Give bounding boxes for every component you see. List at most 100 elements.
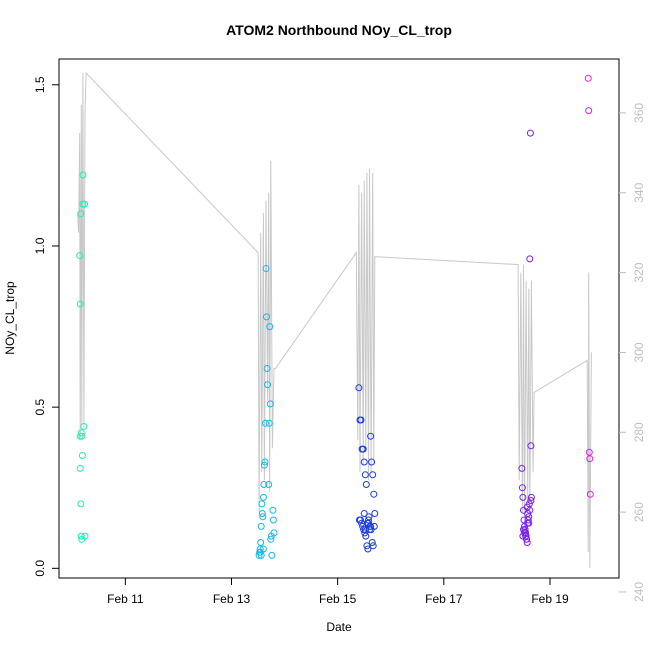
data-point — [519, 532, 527, 540]
data-point — [518, 484, 526, 492]
data-point — [362, 532, 370, 540]
y2-tick-label: 300 — [632, 342, 646, 362]
data-point — [258, 500, 266, 508]
x-tick-label: Feb 11 — [107, 592, 144, 606]
data-point — [79, 171, 87, 179]
data-point — [78, 432, 86, 440]
data-point — [361, 526, 369, 534]
line-layer — [77, 71, 592, 569]
data-point — [527, 493, 535, 501]
data-point — [269, 506, 277, 514]
data-point — [525, 513, 533, 521]
data-point — [261, 458, 269, 466]
data-point — [369, 471, 377, 479]
x-tick-label: Feb 19 — [531, 592, 569, 606]
data-point — [365, 516, 372, 524]
data-point — [77, 210, 85, 218]
data-point — [367, 522, 375, 530]
temperature-line — [77, 71, 592, 569]
data-point — [585, 107, 593, 115]
data-point — [259, 513, 267, 521]
plot-frame — [58, 58, 620, 579]
data-point — [260, 461, 268, 469]
data-point — [80, 423, 88, 430]
data-point — [81, 200, 88, 208]
data-point — [260, 481, 268, 488]
data-point — [257, 539, 265, 546]
data-point — [257, 551, 265, 559]
data-point — [264, 381, 272, 389]
data-point — [268, 551, 276, 559]
data-point — [269, 516, 277, 524]
data-point — [527, 497, 535, 505]
data-point — [362, 481, 370, 488]
data-point — [523, 539, 531, 546]
data-point — [521, 526, 529, 534]
data-point — [76, 300, 84, 308]
data-point — [265, 481, 273, 488]
data-point — [257, 522, 265, 530]
data-point — [371, 510, 379, 517]
data-point — [370, 522, 378, 530]
y-axis: 0.0 0.5 1.0 1.5 — [33, 76, 59, 577]
data-point — [263, 365, 271, 372]
y2-tick-label: 340 — [632, 182, 646, 202]
y-tick-label: 0.5 — [33, 398, 47, 415]
data-point — [266, 323, 274, 331]
data-point — [255, 551, 263, 559]
y2-tick-label: 320 — [632, 262, 646, 282]
data-point — [76, 464, 84, 472]
data-point — [259, 493, 267, 501]
y2-tick-label: 280 — [632, 422, 646, 442]
data-point — [360, 510, 368, 517]
data-point — [584, 74, 592, 82]
data-point — [77, 500, 85, 508]
data-point — [258, 510, 266, 517]
data-point — [359, 445, 367, 453]
data-point — [76, 252, 84, 260]
data-point — [266, 400, 274, 408]
y2-tick-label: 360 — [632, 103, 646, 123]
data-point — [367, 432, 375, 440]
y-tick-label: 1.0 — [33, 237, 47, 254]
data-point — [522, 532, 530, 540]
chart-title: ATOM2 Northbound NOy_CL_trop — [226, 22, 452, 38]
y-tick-label: 1.5 — [33, 76, 47, 93]
data-point — [368, 539, 376, 546]
data-point — [78, 452, 86, 459]
data-point — [262, 265, 270, 272]
y2-axis: 240 260 280 300 320 340 360 — [619, 103, 646, 602]
y2-tick-label: 260 — [632, 502, 646, 522]
data-point — [256, 545, 264, 553]
data-point — [586, 490, 594, 498]
points-layer — [76, 74, 594, 559]
data-point — [369, 542, 377, 550]
y-tick-label: 0.0 — [33, 560, 47, 577]
data-point — [519, 493, 527, 501]
x-axis-label: Date — [326, 620, 352, 634]
data-point — [526, 255, 534, 263]
x-tick-label: Feb 13 — [213, 592, 251, 606]
data-point — [523, 503, 531, 511]
data-point — [77, 532, 85, 540]
data-point — [256, 548, 264, 556]
data-point — [524, 516, 532, 524]
data-point — [270, 529, 278, 537]
y2-tick-label: 240 — [632, 582, 646, 602]
data-point — [524, 519, 532, 527]
x-axis: Feb 11 Feb 13 Feb 15 Feb 17 Feb 19 — [107, 578, 569, 606]
data-point — [586, 455, 594, 463]
data-point — [357, 416, 365, 424]
data-point — [368, 458, 376, 466]
data-point — [262, 419, 269, 427]
data-point — [355, 384, 363, 392]
x-tick-label: Feb 15 — [319, 592, 357, 606]
data-point — [360, 458, 368, 466]
data-point — [361, 529, 369, 537]
data-point — [263, 313, 270, 321]
data-point — [526, 129, 534, 137]
data-point — [518, 464, 526, 472]
data-point — [265, 419, 273, 427]
